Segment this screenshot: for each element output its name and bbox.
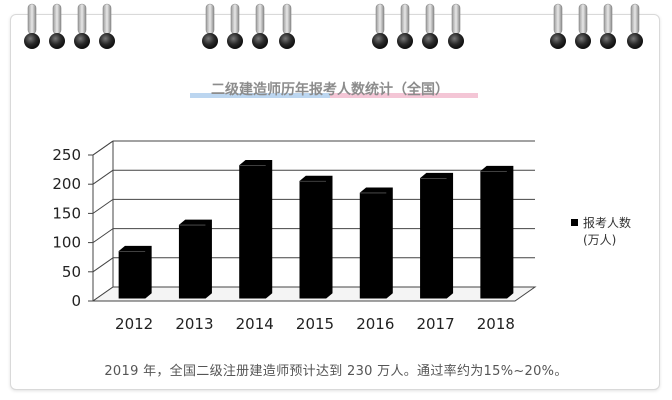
chart-title: 二级建造师历年报考人数统计（全国） xyxy=(211,81,449,98)
binder-ring-hole xyxy=(74,33,90,49)
y-tick-label: 200 xyxy=(52,175,81,193)
binder-ring-hole xyxy=(24,33,40,49)
gridline-depth xyxy=(92,257,114,273)
title-highlight-pink xyxy=(330,93,478,98)
bar xyxy=(299,175,333,299)
y-tick-label: 250 xyxy=(52,146,81,164)
x-tick-label: 2017 xyxy=(416,315,454,333)
binder-ring-hole xyxy=(627,33,643,49)
title-highlight-blue xyxy=(190,93,330,98)
binder-ring-hole xyxy=(279,33,295,49)
binder-ring-hole xyxy=(49,33,65,49)
binder-ring-hole xyxy=(252,33,268,49)
gridline-depth xyxy=(92,198,114,214)
x-tick-label: 2013 xyxy=(175,315,213,333)
bar xyxy=(239,160,273,299)
bar xyxy=(420,172,454,299)
binder-ring-hole xyxy=(575,33,591,49)
legend-label-line1: 报考人数 xyxy=(583,215,631,230)
y-tick-label: 0 xyxy=(71,292,81,310)
card xyxy=(10,14,660,390)
gridline-depth xyxy=(92,140,114,156)
bar xyxy=(178,219,212,299)
y-tick-label: 50 xyxy=(62,263,81,281)
bar xyxy=(118,245,152,299)
x-tick-label: 2012 xyxy=(115,315,153,333)
bar xyxy=(480,165,514,299)
binder-rings xyxy=(24,3,643,49)
x-tick-label: 2016 xyxy=(356,315,394,333)
bar xyxy=(359,187,393,299)
caption: 2019 年，全国二级注册建造师预计达到 230 万人。通过率约为15%~20%… xyxy=(104,364,568,379)
binder-ring-hole xyxy=(397,33,413,49)
gridline-depth xyxy=(92,228,114,244)
binder-ring-hole xyxy=(372,33,388,49)
y-tick-label: 150 xyxy=(52,204,81,222)
plot-area: 0 50 100 150 200 250 2012 2013 2014 2015 2016 2017 2… xyxy=(52,140,537,333)
binder-ring-hole xyxy=(227,33,243,49)
binder-ring-hole xyxy=(448,33,464,49)
binder-ring-hole xyxy=(550,33,566,49)
gridline-depth xyxy=(92,169,114,185)
x-tick-label: 2015 xyxy=(296,315,334,333)
legend-swatch xyxy=(571,219,578,226)
legend-label-line2: (万人) xyxy=(583,233,616,247)
binder-ring-hole xyxy=(422,33,438,49)
y-tick-label: 100 xyxy=(52,234,81,252)
binder-ring-hole xyxy=(99,33,115,49)
binder-ring-hole xyxy=(600,33,616,49)
x-tick-label: 2018 xyxy=(477,315,515,333)
x-tick-label: 2014 xyxy=(236,315,274,333)
binder-ring-hole xyxy=(202,33,218,49)
